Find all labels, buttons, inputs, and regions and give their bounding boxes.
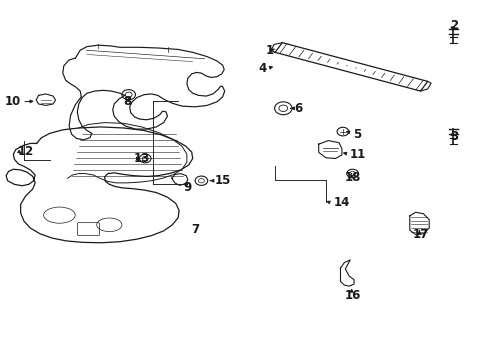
Text: 9: 9 [183,181,192,194]
Text: 11: 11 [349,148,366,161]
Text: 17: 17 [411,228,427,241]
Text: 18: 18 [344,171,360,184]
Text: 15: 15 [214,174,230,187]
Text: 5: 5 [352,127,360,141]
Text: 3: 3 [449,130,458,144]
Text: 8: 8 [123,95,131,108]
Text: 2: 2 [449,19,458,32]
Text: 4: 4 [258,62,266,75]
Text: 12: 12 [17,145,34,158]
Text: 1: 1 [265,44,274,57]
Text: 7: 7 [191,223,199,236]
Text: 14: 14 [332,196,349,209]
Text: 16: 16 [344,289,360,302]
Text: 13: 13 [133,152,149,165]
Text: 10: 10 [4,95,20,108]
Text: 6: 6 [294,102,302,115]
